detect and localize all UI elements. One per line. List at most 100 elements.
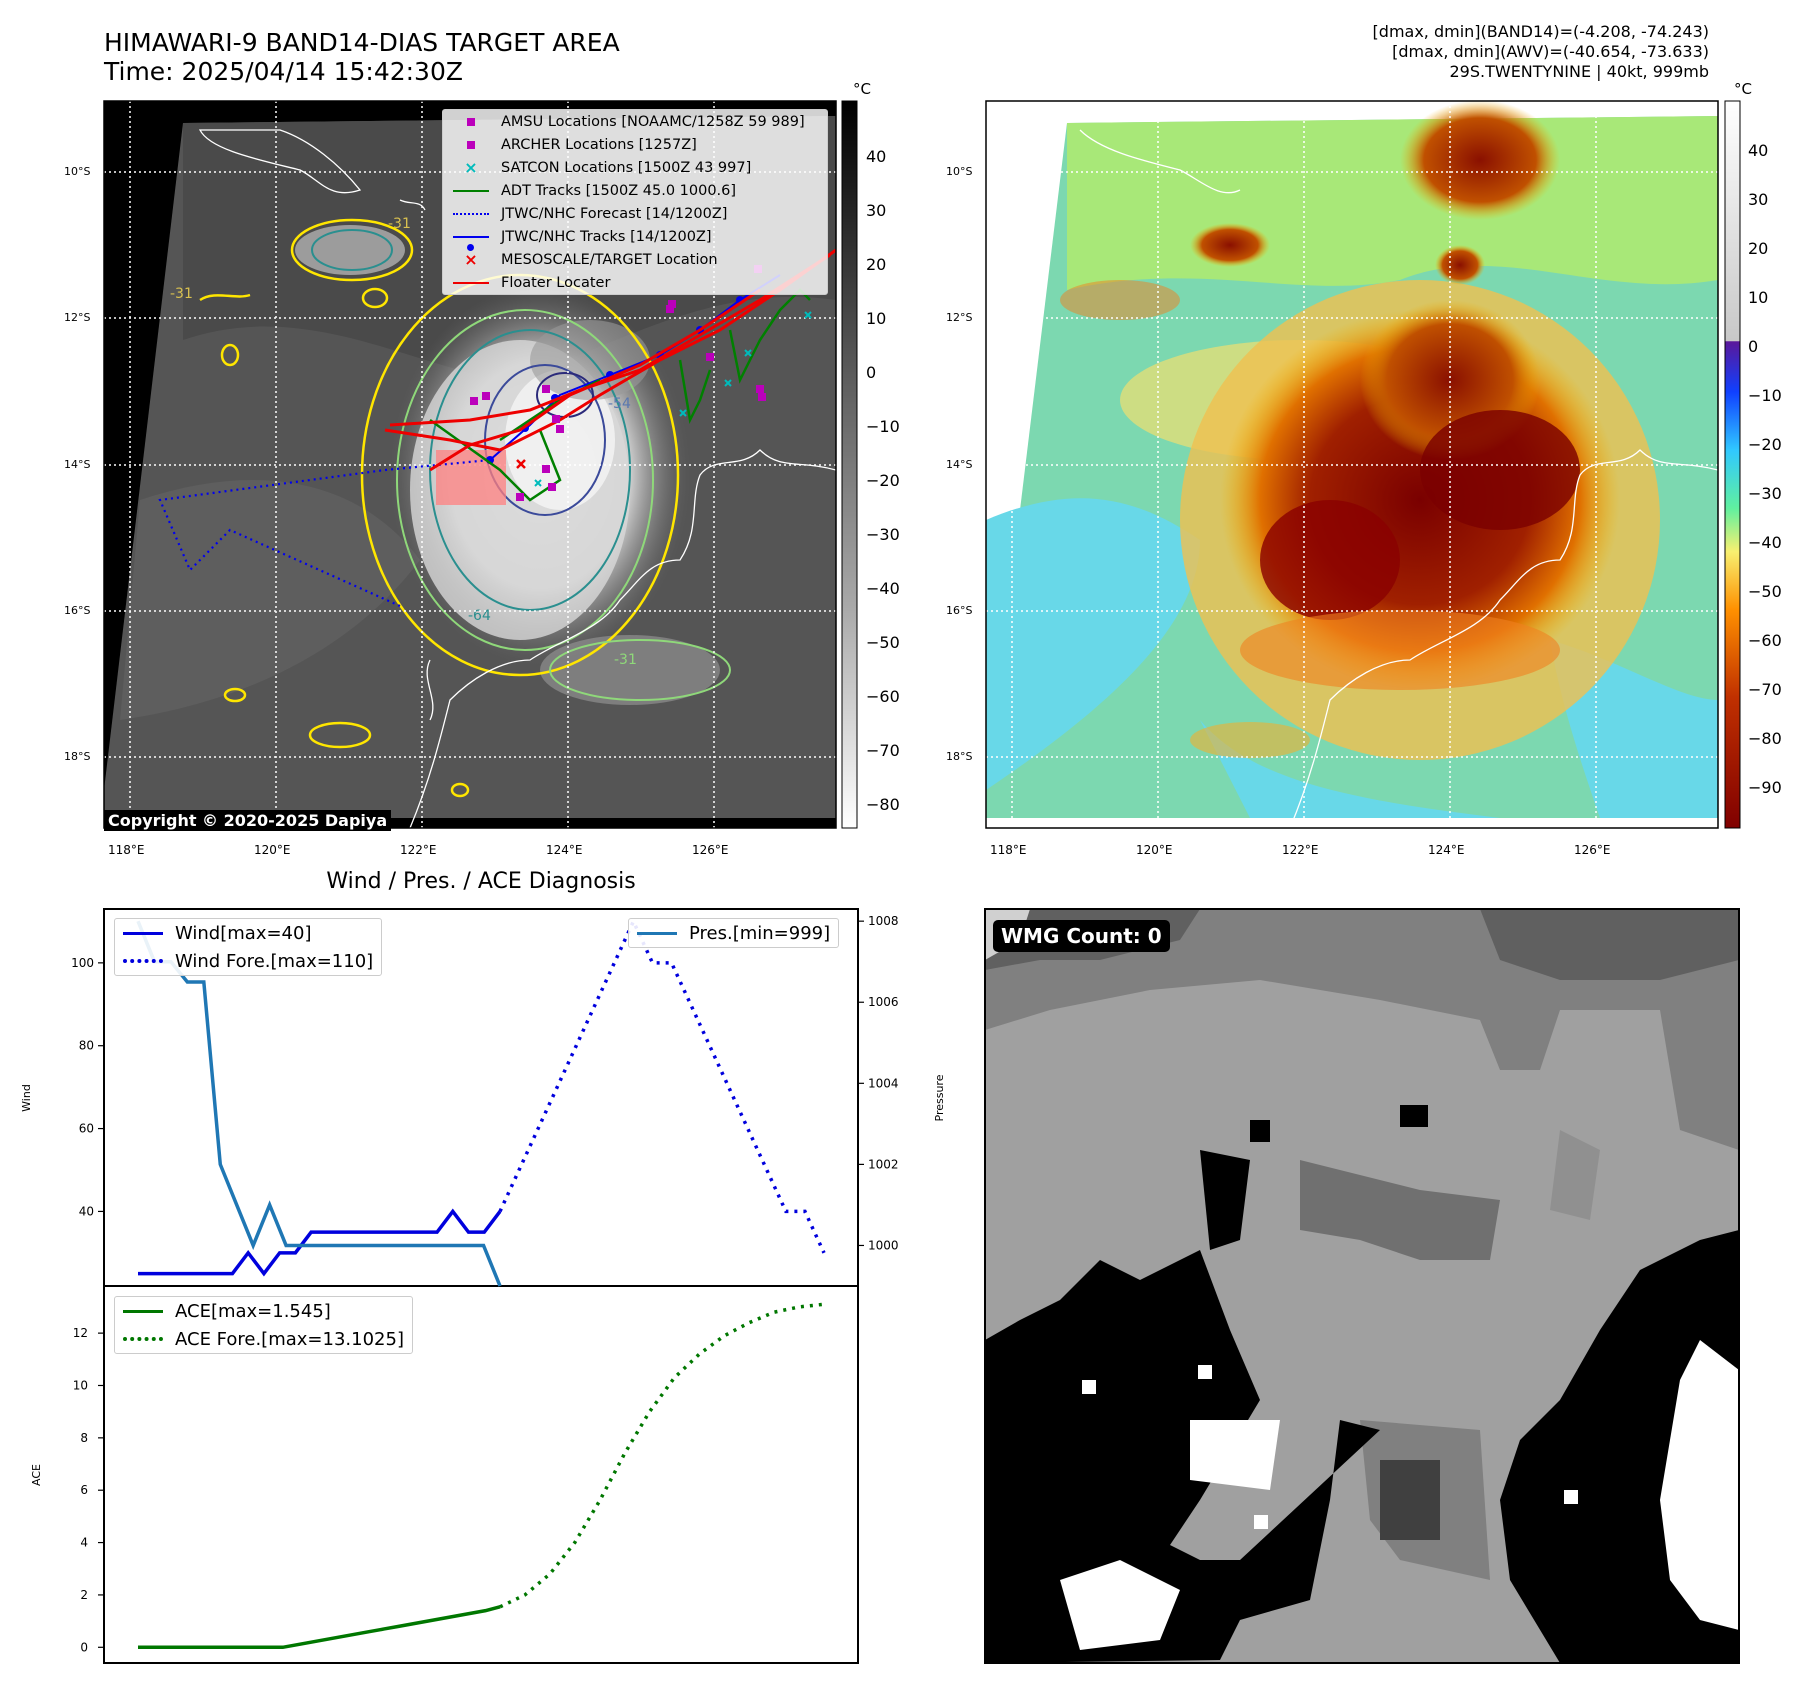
ace-series-line — [138, 1605, 501, 1650]
line-icon — [123, 1309, 163, 1313]
ir-colorbar-tick: −80 — [866, 795, 900, 814]
awv-colorbar-tick: −10 — [1748, 386, 1782, 405]
pressure-tick-label: 1004 — [868, 1076, 899, 1090]
ace-tick-label: 6 — [80, 1483, 88, 1497]
awv-colorbar-unit: °C — [1734, 80, 1752, 98]
wind-axis: 40 60 80 100 — [71, 956, 104, 1218]
lon-tick: 126°E — [1574, 843, 1611, 857]
square-marker-icon — [467, 140, 475, 149]
chart-title: Wind / Pres. / ACE Diagnosis — [326, 869, 635, 894]
ace-axis: 0 2 4 6 8 10 12 — [73, 1326, 104, 1654]
legend-item-ace: ACE[max=1.545] — [115, 1297, 412, 1325]
ir-range-info: [dmax, dmin](BAND14)=(-4.208, -74.243) — [1372, 22, 1709, 41]
dotted-line-icon — [123, 959, 163, 963]
wind-tick-label: 40 — [79, 1204, 94, 1218]
awv-colorbar-tick: 10 — [1748, 288, 1769, 307]
lon-tick: 118°E — [108, 843, 145, 857]
map-legend: AMSU Locations [NOAAMC/1258Z 59 989] ARC… — [442, 109, 828, 295]
storm-info: 29S.TWENTYNINE | 40kt, 999mb — [1449, 62, 1710, 81]
figure-title: HIMAWARI-9 BAND14-DIAS TARGET AREA — [104, 28, 620, 57]
pressure-ylabel: Pressure — [933, 1074, 946, 1121]
awv-colorbar-tick: 20 — [1748, 239, 1769, 258]
legend-label: ACE Fore.[max=13.1025] — [175, 1328, 404, 1350]
x-marker-icon: × — [464, 250, 478, 269]
legend-label: AMSU Locations [NOAAMC/1258Z 59 989] — [501, 113, 805, 130]
pressure-tick-label: 1008 — [868, 914, 899, 928]
ir-colorbar-tick: 0 — [866, 363, 877, 382]
lon-tick: 124°E — [1428, 843, 1465, 857]
lon-tick: 122°E — [1282, 843, 1319, 857]
ace-legend: ACE[max=1.545] ACE Fore.[max=13.1025] — [114, 1296, 413, 1354]
awv-colorbar-tick: −80 — [1748, 729, 1782, 748]
legend-label: ADT Tracks [1500Z 45.0 1000.6] — [501, 182, 737, 199]
contour-label: -64 — [468, 608, 491, 624]
lon-tick: 126°E — [692, 843, 729, 857]
pressure-axis: 1000 1002 1004 1006 1008 — [858, 914, 899, 1252]
lat-tick: 12°S — [946, 311, 973, 324]
legend-item-adt: ADT Tracks [1500Z 45.0 1000.6] — [443, 179, 827, 202]
wind-forecast-line — [498, 917, 826, 1254]
awv-colorbar-tick: 0 — [1748, 337, 1759, 356]
legend-label: Wind[max=40] — [175, 922, 312, 944]
ir-colorbar-tick: 10 — [866, 309, 887, 328]
wind-tick-label: 100 — [71, 956, 94, 970]
wind-tick-label: 60 — [79, 1122, 94, 1136]
legend-item-floater: Floater Locater — [443, 271, 827, 294]
x-marker-icon: × — [464, 158, 478, 177]
ace-tick-label: 2 — [80, 1588, 88, 1602]
ir-colorbar-unit: °C — [853, 80, 871, 98]
ir-colorbar-tick: 30 — [866, 201, 887, 220]
pressure-tick-label: 1006 — [868, 995, 899, 1009]
ir-colorbar-tick: −20 — [866, 471, 900, 490]
awv-map-frame — [985, 100, 1719, 829]
ir-colorbar-tick: 40 — [866, 147, 887, 166]
legend-item-amsu: AMSU Locations [NOAAMC/1258Z 59 989] — [443, 110, 827, 133]
wmg-map — [985, 909, 1739, 1663]
contour-label: -31 — [614, 652, 637, 668]
dot-marker-icon — [467, 243, 474, 251]
legend-label: ACE[max=1.545] — [175, 1300, 331, 1322]
lat-tick: 10°S — [64, 165, 91, 178]
ir-colorbar-tick: −30 — [866, 525, 900, 544]
lat-tick: 18°S — [946, 750, 973, 763]
lon-tick: 122°E — [400, 843, 437, 857]
ir-colorbar-tick: −10 — [866, 417, 900, 436]
dotted-line-icon — [123, 1337, 163, 1341]
line-icon — [453, 235, 489, 238]
awv-colorbar-tick: −60 — [1748, 631, 1782, 650]
legend-item-target: × MESOSCALE/TARGET Location — [443, 248, 827, 271]
legend-label: SATCON Locations [1500Z 43 997] — [501, 159, 752, 176]
legend-item-jtwc-forecast: JTWC/NHC Forecast [14/1200Z] — [443, 202, 827, 225]
pressure-tick-label: 1002 — [868, 1157, 899, 1171]
copyright-label: Copyright © 2020-2025 Dapiya — [104, 810, 392, 831]
awv-colorbar-tick: −20 — [1748, 435, 1782, 454]
lon-tick: 118°E — [990, 843, 1027, 857]
lat-tick: 10°S — [946, 165, 973, 178]
legend-label: Floater Locater — [501, 274, 611, 291]
ir-map-frame — [103, 100, 837, 829]
awv-map — [986, 101, 1718, 828]
wind-series-line — [138, 1208, 502, 1277]
pressure-legend: Pres.[min=999] — [628, 918, 840, 948]
target-location-marker — [516, 459, 526, 469]
pressure-series-line — [136, 920, 502, 1287]
legend-item-jtwc-tracks: JTWC/NHC Tracks [14/1200Z] — [443, 225, 827, 251]
figure-time: Time: 2025/04/14 15:42:30Z — [104, 57, 463, 86]
ace-tick-label: 10 — [73, 1378, 88, 1392]
ace-tick-label: 0 — [80, 1640, 88, 1654]
square-marker-icon — [467, 117, 475, 126]
ace-tick-label: 4 — [80, 1536, 88, 1550]
lat-tick: 16°S — [64, 604, 91, 617]
wmg-count-label: WMG Count: 0 — [993, 920, 1170, 952]
line-icon — [123, 931, 163, 935]
legend-item-archer: ARCHER Locations [1257Z] — [443, 133, 827, 156]
wind-series-group — [136, 917, 826, 1287]
legend-item-wind-forecast: Wind Fore.[max=110] — [115, 947, 381, 975]
wind-tick-label: 80 — [79, 1039, 94, 1053]
ir-colorbar-tick: −60 — [866, 687, 900, 706]
legend-item-ace-forecast: ACE Fore.[max=13.1025] — [115, 1325, 412, 1353]
ir-colorbar-tick: 20 — [866, 255, 887, 274]
awv-colorbar-tick: −30 — [1748, 484, 1782, 503]
awv-colorbar-tick: −70 — [1748, 680, 1782, 699]
